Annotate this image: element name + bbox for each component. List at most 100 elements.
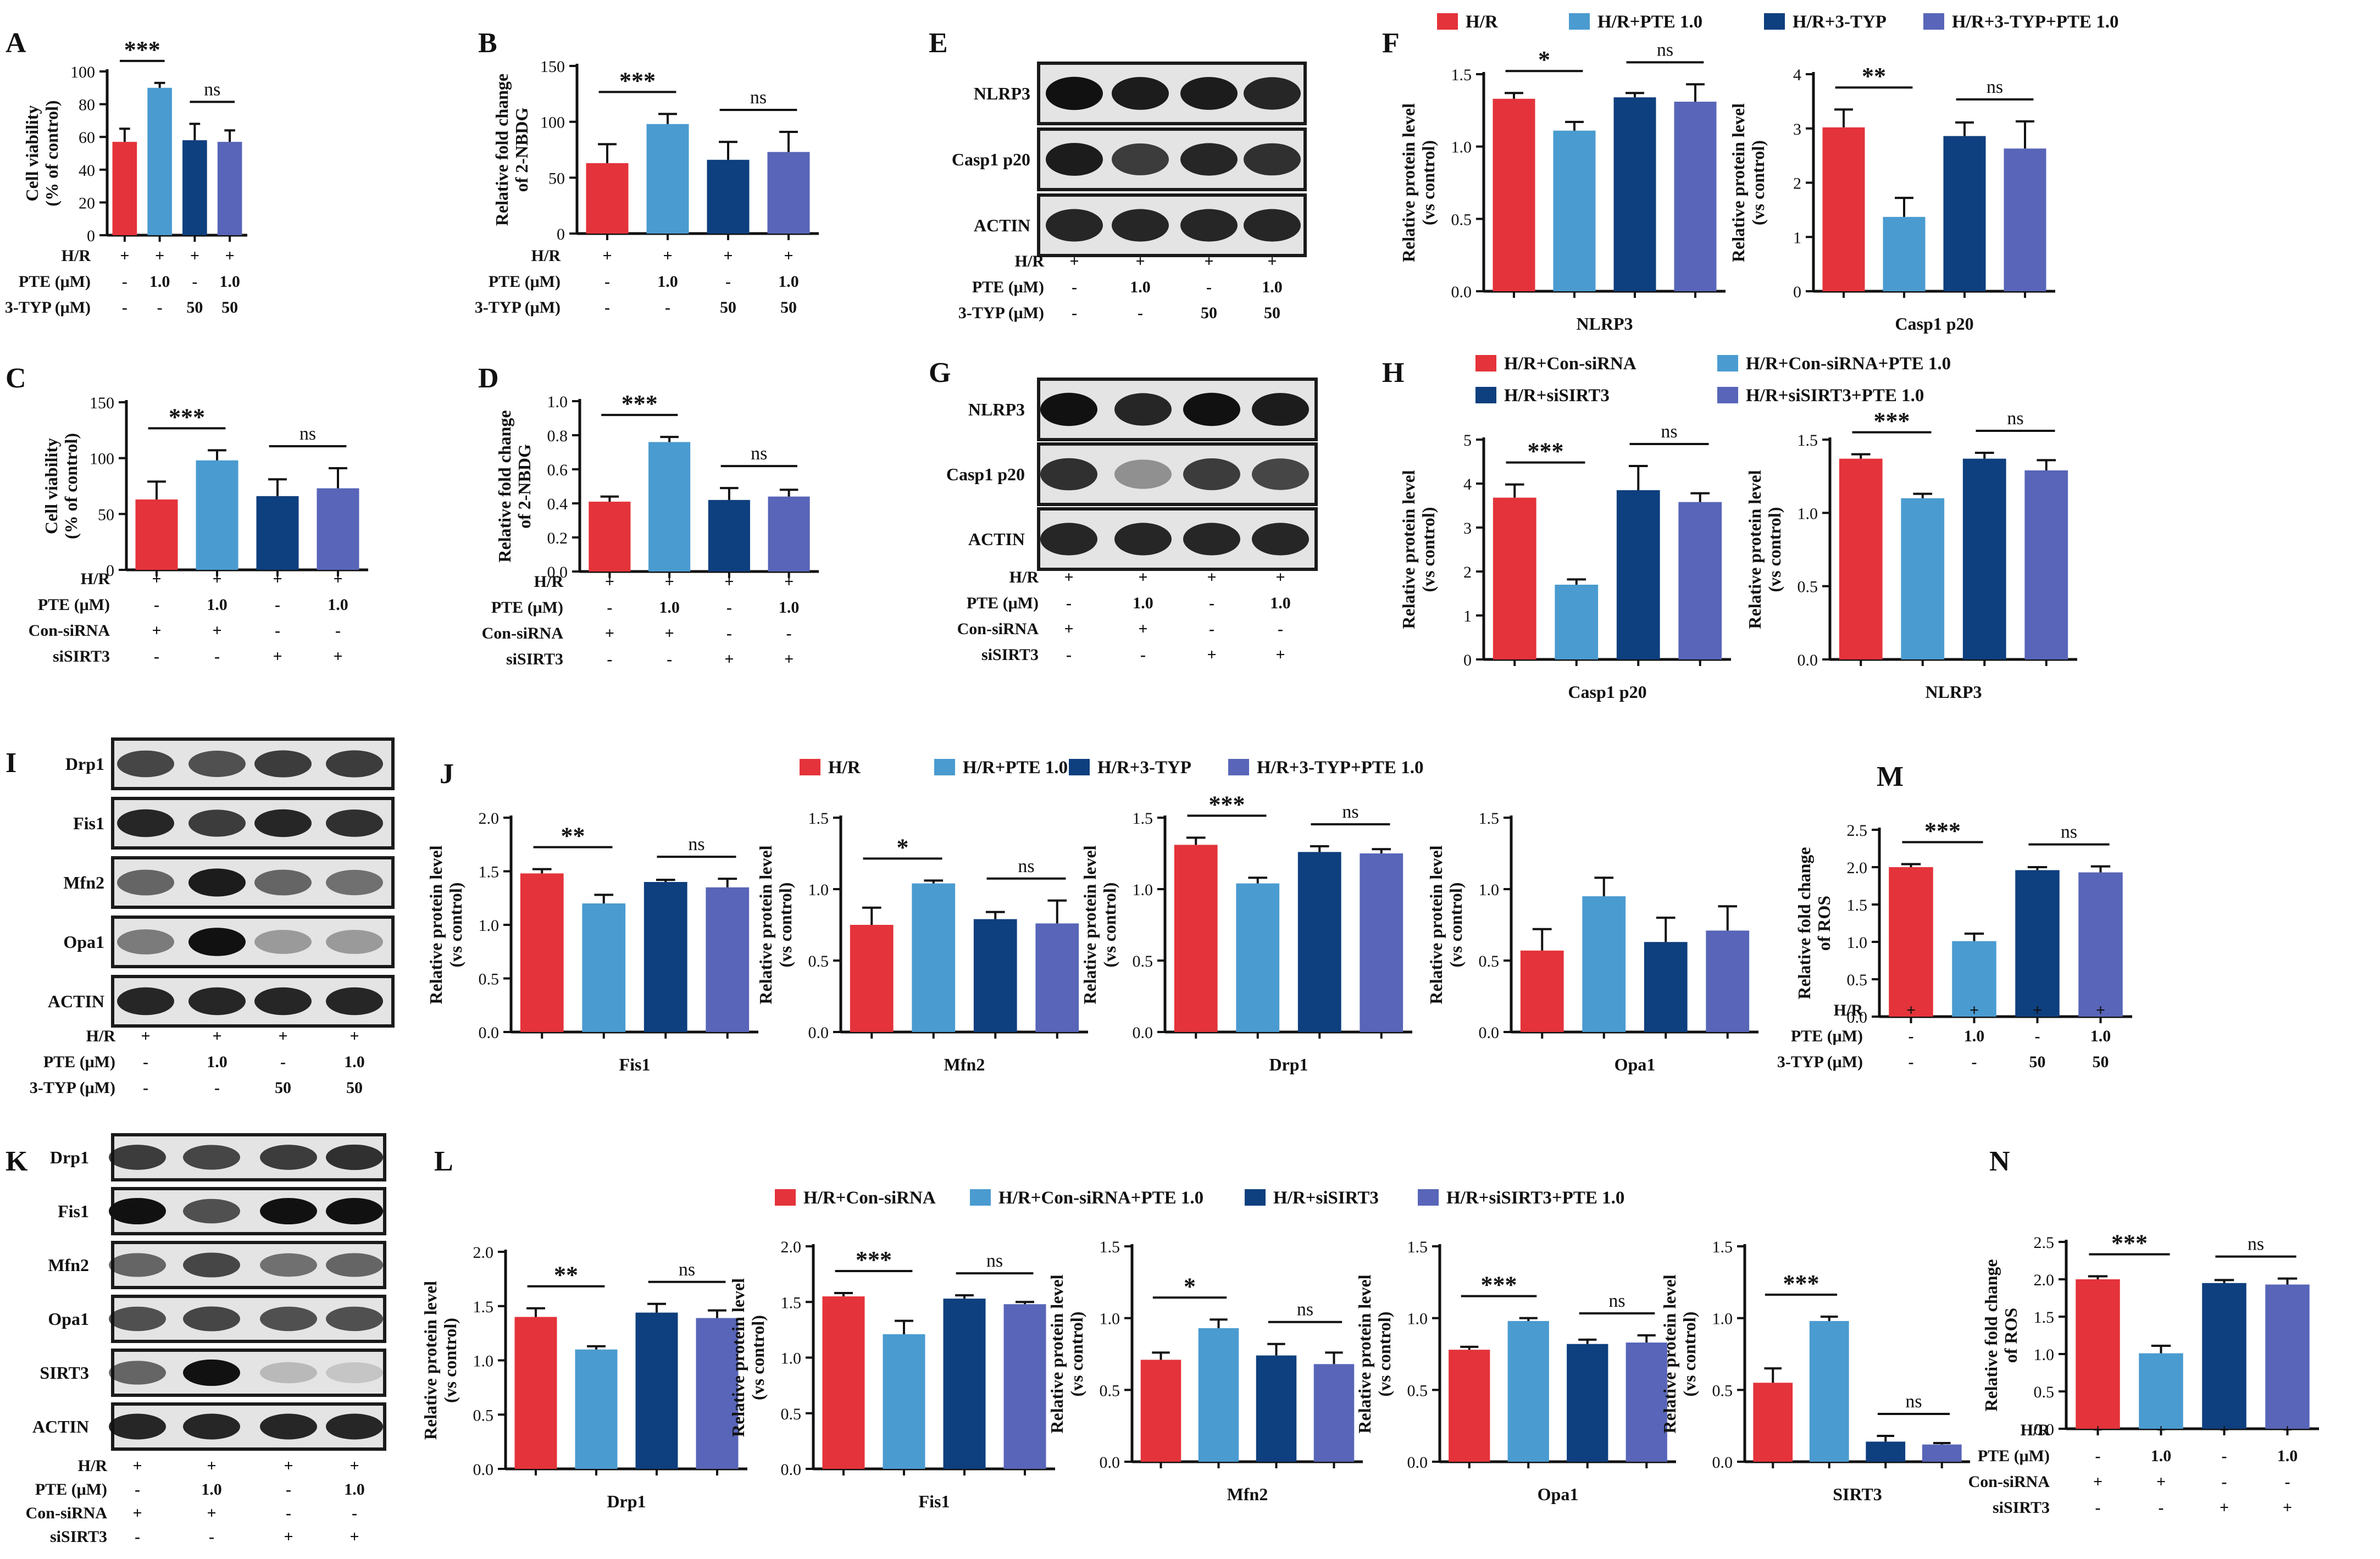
y-tick-label: 0	[557, 225, 565, 243]
y-tick-label: 3	[1793, 120, 1801, 138]
legend-typ: H/R H/R+PTE 1.0 H/R+3-TYP H/R+3-TYP+PTE 1.0	[800, 758, 1423, 778]
condition-value: 50	[346, 1079, 363, 1097]
blot-band	[1040, 392, 1097, 426]
condition-label: siSIRT3	[1993, 1499, 2050, 1517]
chart-j3: 0.0 0.5 1.0 1.5 *** ns Relative protein level(…	[1080, 791, 1412, 1074]
blot-band	[117, 987, 174, 1016]
bar	[1493, 497, 1536, 659]
chart-b: 0 50 100 150 *** ns Relative fold changeof 2-N…	[475, 58, 819, 317]
condition-value: +	[273, 570, 282, 588]
legend-label: H/R+3-TYP+PTE 1.0	[1952, 12, 2118, 32]
condition-value: 1.0	[1130, 278, 1151, 296]
legend-swatch	[934, 759, 955, 775]
y-tick-label: 0.5	[808, 952, 829, 970]
condition-label: H/R	[1015, 252, 1045, 270]
y-tick-label: 1.0	[781, 1350, 802, 1368]
legend-swatch	[775, 1189, 796, 1206]
condition-value: -	[122, 273, 127, 291]
sig-label: **	[1862, 63, 1886, 90]
y-tick-label: 0.4	[547, 495, 568, 513]
sig-label: ***	[856, 1246, 892, 1273]
condition-label: PTE (μM)	[19, 273, 91, 291]
condition-value: -	[1909, 1027, 1914, 1045]
y-tick-label: 0.0	[1798, 651, 1818, 669]
y-tick-label: 100	[540, 114, 565, 132]
y-axis-label: Relative protein level(vs control)	[1080, 845, 1119, 1004]
legend-swatch	[1923, 13, 1944, 30]
sig-label: ***	[1481, 1272, 1517, 1299]
y-tick-label: 40	[79, 162, 95, 180]
condition-value: 1.0	[779, 598, 800, 617]
condition-value: +	[207, 1504, 216, 1522]
legend-label: H/R	[1466, 12, 1499, 32]
y-tick-label: 1.5	[1798, 431, 1818, 450]
condition-value: -	[604, 273, 610, 291]
condition-value: +	[2283, 1499, 2292, 1517]
bar	[1520, 950, 1564, 1032]
legend-swatch	[1764, 13, 1785, 30]
condition-value: -	[1972, 1053, 1977, 1071]
blot-band	[188, 987, 246, 1016]
condition-value: +	[605, 624, 614, 642]
bar	[1174, 845, 1218, 1032]
condition-value: 1.0	[659, 598, 680, 617]
x-axis-label: NLRP3	[1576, 314, 1633, 334]
bar	[768, 496, 810, 572]
condition-value: 50	[275, 1079, 291, 1097]
condition-label: siSIRT3	[981, 646, 1039, 664]
bar	[635, 1312, 678, 1469]
condition-label: PTE (μM)	[43, 1053, 115, 1071]
condition-label: PTE (μM)	[38, 596, 110, 614]
panel-letter: J	[440, 758, 454, 790]
sig-label: ns	[1297, 1300, 1313, 1320]
blot-band	[1244, 77, 1301, 110]
blot-band	[326, 1306, 383, 1331]
y-tick-label: 1	[1463, 607, 1472, 625]
blot-k: Drp1 Fis1 Mfn2 Opa1 SIRT3 ACTIN H/R + + + + PTE (μM…	[26, 1133, 386, 1546]
y-tick-label: 5	[1463, 431, 1472, 450]
y-tick-label: 1.5	[1407, 1238, 1428, 1256]
y-tick-label: 1.0	[479, 917, 500, 935]
bar	[2202, 1283, 2246, 1429]
blot-band	[254, 987, 312, 1016]
bar	[2024, 470, 2068, 659]
blot-band	[109, 1306, 166, 1331]
y-tick-label: 0	[87, 227, 95, 245]
y-tick-label: 0.0	[1712, 1453, 1733, 1472]
chart-f2: 0 1 2 3 4 ** ns Relative protein level(vs contr…	[1728, 63, 2055, 334]
bar	[1493, 98, 1535, 291]
y-tick-label: 4	[1463, 475, 1472, 493]
condition-value: +	[273, 647, 282, 665]
blot-band	[1046, 76, 1103, 110]
bar	[135, 499, 178, 570]
bar	[1922, 1444, 1962, 1462]
condition-label: 3-TYP (μM)	[30, 1079, 115, 1097]
y-tick-label: 0.5	[1407, 1382, 1428, 1400]
condition-value: -	[214, 1079, 220, 1097]
sig-label: *	[897, 834, 909, 861]
blot-band	[1252, 523, 1309, 556]
condition-label: 3-TYP (μM)	[1777, 1053, 1863, 1071]
y-tick-label: 1.0	[2034, 1346, 2055, 1364]
blot-band	[1244, 209, 1301, 242]
y-tick-label: 2	[1463, 563, 1472, 581]
condition-label: H/R	[1009, 568, 1039, 586]
condition-value: +	[1906, 1001, 1916, 1019]
condition-label: Con-siRNA	[957, 620, 1039, 638]
condition-value: -	[192, 273, 197, 291]
condition-value: +	[152, 622, 161, 640]
y-tick-label: 0.5	[1133, 952, 1153, 970]
blot-band	[260, 1362, 317, 1384]
condition-value: -	[665, 298, 670, 317]
y-axis-label: Relative protein level(vs control)	[1399, 470, 1438, 629]
condition-label: H/R	[81, 570, 110, 588]
sig-label: *	[1184, 1273, 1196, 1300]
y-tick-label: 1.5	[808, 809, 829, 828]
condition-value: +	[1138, 568, 1147, 586]
blot-label: Fis1	[58, 1201, 89, 1221]
blot-label: ACTIN	[974, 215, 1030, 235]
y-tick-label: 4	[1793, 66, 1801, 84]
bar	[1313, 1364, 1355, 1462]
condition-value: +	[155, 247, 164, 265]
bar	[1889, 867, 1933, 1017]
